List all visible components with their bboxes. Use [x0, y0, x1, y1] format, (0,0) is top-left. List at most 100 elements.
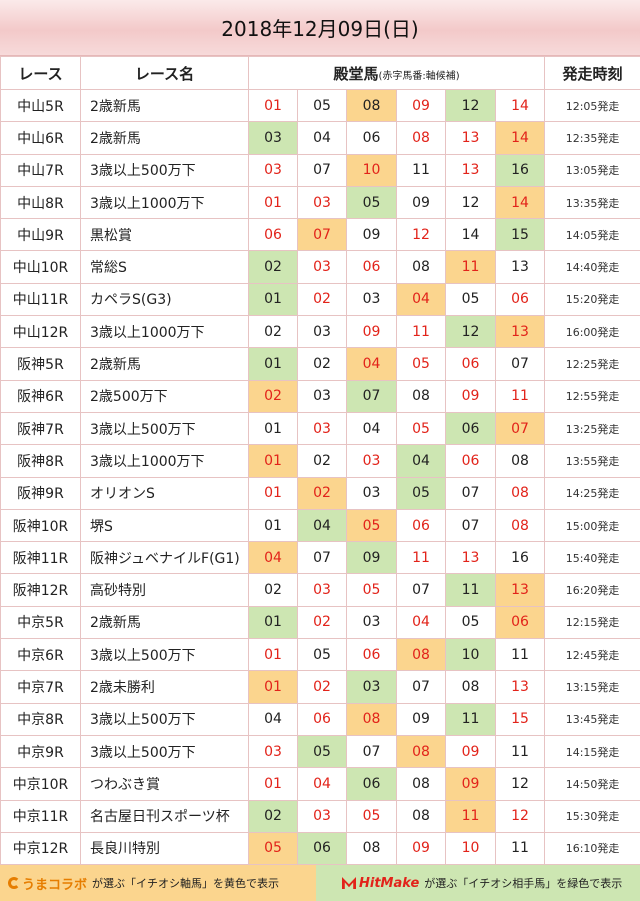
- post-time-cell: 12:25発走: [544, 347, 640, 381]
- post-time-cell: 16:00発走: [544, 315, 640, 349]
- table-row: 中京6R 3歳以上500万下 01 05 06 08 10 11 12:45発走: [0, 638, 640, 672]
- horse-number-cell: 05: [248, 831, 298, 866]
- umacollabo-logo-icon: [8, 877, 20, 889]
- horse-number-cell: 07: [297, 218, 347, 252]
- horse-number-cell: 01: [248, 605, 298, 640]
- race-cell: 阪神11R: [0, 541, 81, 575]
- table-row: 中京9R 3歳以上500万下 03 05 07 08 09 11 14:15発走: [0, 734, 640, 769]
- post-time-cell: 13:55発走: [544, 444, 640, 478]
- post-time-cell: 15:40発走: [544, 541, 640, 575]
- post-time-cell: 13:15発走: [544, 670, 640, 704]
- table-row: 阪神7R 3歳以上500万下 01 03 04 05 06 07 13:25発走: [0, 411, 640, 446]
- horse-number-cell: 07: [346, 379, 397, 413]
- table-row: 中京11R 名古屋日刊スポーツ杯 02 03 05 08 11 12 15:30発走: [0, 799, 640, 833]
- horse-number-cell: 06: [396, 508, 446, 543]
- horse-number-cell: 06: [297, 702, 347, 736]
- legend-yellow: うまコラボ が選ぶ「イチオシ軸馬」を黄色で表示: [0, 865, 316, 901]
- horse-number-cell: 03: [346, 282, 397, 317]
- header-race-name: レース名: [80, 56, 249, 90]
- horse-number-cell: 08: [346, 702, 397, 736]
- horse-number-cell: 02: [248, 379, 298, 413]
- horse-number-cell: 07: [297, 541, 347, 575]
- horse-number-cell: 11: [396, 315, 446, 349]
- horse-number-cell: 07: [494, 411, 546, 446]
- race-cell: 中山11R: [0, 282, 81, 317]
- horse-number-cell: 04: [396, 444, 446, 478]
- horse-number-cell: 11: [494, 379, 546, 413]
- horse-number-cell: 16: [494, 541, 546, 575]
- horse-number-cell: 03: [248, 734, 298, 769]
- post-time-cell: 12:45発走: [544, 638, 640, 672]
- post-time-cell: 13:05発走: [544, 153, 640, 187]
- horse-number-cell: 01: [248, 347, 298, 381]
- horse-number-cell: 08: [396, 767, 446, 801]
- horse-number-cell: 03: [248, 153, 298, 187]
- horse-number-cell: 03: [346, 670, 397, 704]
- horse-number-cell: 13: [445, 153, 496, 187]
- horse-number-cell: 09: [445, 767, 496, 801]
- horse-number-cell: 11: [445, 250, 496, 284]
- race-cell: 中山9R: [0, 218, 81, 252]
- horse-number-cell: 12: [494, 767, 546, 801]
- horse-number-cell: 08: [445, 670, 496, 704]
- post-time-cell: 15:00発走: [544, 508, 640, 543]
- race-cell: 阪神12R: [0, 573, 81, 607]
- horse-number-cell: 05: [297, 88, 347, 123]
- horse-number-cell: 01: [248, 88, 298, 123]
- horse-number-cell: 14: [494, 88, 546, 123]
- race-name-cell: 2歳500万下: [80, 379, 249, 413]
- horse-number-cell: 03: [297, 799, 347, 833]
- race-name-cell: 3歳以上500万下: [80, 153, 249, 187]
- legend-green: HitMake が選ぶ「イチオシ相手馬」を緑色で表示: [316, 865, 640, 901]
- table-row: 阪神9R オリオンS 01 02 03 05 07 08 14:25発走: [0, 476, 640, 510]
- horse-number-cell: 02: [297, 605, 347, 640]
- horse-number-cell: 09: [396, 88, 446, 123]
- horse-number-cell: 03: [297, 250, 347, 284]
- legend-green-text: が選ぶ「イチオシ相手馬」を緑色で表示: [424, 877, 623, 890]
- race-cell: 中京8R: [0, 702, 81, 736]
- horse-number-cell: 01: [248, 411, 298, 446]
- horse-number-cell: 01: [248, 767, 298, 801]
- horse-number-cell: 01: [248, 508, 298, 543]
- table-row: 阪神12R 高砂特別 02 03 05 07 11 13 16:20発走: [0, 573, 640, 607]
- horse-number-cell: 13: [445, 121, 496, 155]
- race-cell: 中京10R: [0, 767, 81, 801]
- horse-number-cell: 01: [248, 670, 298, 704]
- horse-number-cell: 02: [297, 444, 347, 478]
- horse-number-cell: 02: [248, 573, 298, 607]
- race-name-cell: つわぶき賞: [80, 767, 249, 801]
- horse-number-cell: 08: [396, 734, 446, 769]
- race-cell: 中山5R: [0, 88, 81, 123]
- horse-number-cell: 07: [396, 573, 446, 607]
- table-row: 阪神11R 阪神ジュベナイルF(G1) 04 07 09 11 13 16 15:40発走: [0, 541, 640, 575]
- horse-number-cell: 01: [248, 185, 298, 220]
- race-name-cell: カペラS(G3): [80, 282, 249, 317]
- horse-number-cell: 14: [494, 185, 546, 220]
- horse-number-cell: 05: [297, 734, 347, 769]
- post-time-cell: 12:35発走: [544, 121, 640, 155]
- horse-number-cell: 13: [445, 541, 496, 575]
- horse-number-cell: 05: [445, 605, 496, 640]
- horse-number-cell: 08: [396, 638, 446, 672]
- horse-number-cell: 14: [494, 121, 546, 155]
- post-time-cell: 12:05発走: [544, 88, 640, 123]
- horse-number-cell: 10: [346, 153, 397, 187]
- race-cell: 中京12R: [0, 831, 81, 866]
- race-name-cell: 2歳未勝利: [80, 670, 249, 704]
- horse-number-cell: 07: [494, 347, 546, 381]
- post-time-cell: 14:25発走: [544, 476, 640, 510]
- horse-number-cell: 06: [445, 347, 496, 381]
- race-cell: 中山12R: [0, 315, 81, 349]
- post-time-cell: 16:20発走: [544, 573, 640, 607]
- table-row: 中京10R つわぶき賞 01 04 06 08 09 12 14:50発走: [0, 767, 640, 801]
- horse-number-cell: 03: [346, 605, 397, 640]
- horse-number-cell: 08: [494, 508, 546, 543]
- table-row: 中山8R 3歳以上1000万下 01 03 05 09 12 14 13:35発走: [0, 185, 640, 220]
- horse-number-cell: 06: [494, 605, 546, 640]
- race-name-cell: 名古屋日刊スポーツ杯: [80, 799, 249, 833]
- horse-number-cell: 09: [445, 379, 496, 413]
- horse-number-cell: 06: [297, 831, 347, 866]
- table-row: 中京5R 2歳新馬 01 02 03 04 05 06 12:15発走: [0, 605, 640, 640]
- horse-number-cell: 04: [396, 282, 446, 317]
- horse-number-cell: 11: [445, 799, 496, 833]
